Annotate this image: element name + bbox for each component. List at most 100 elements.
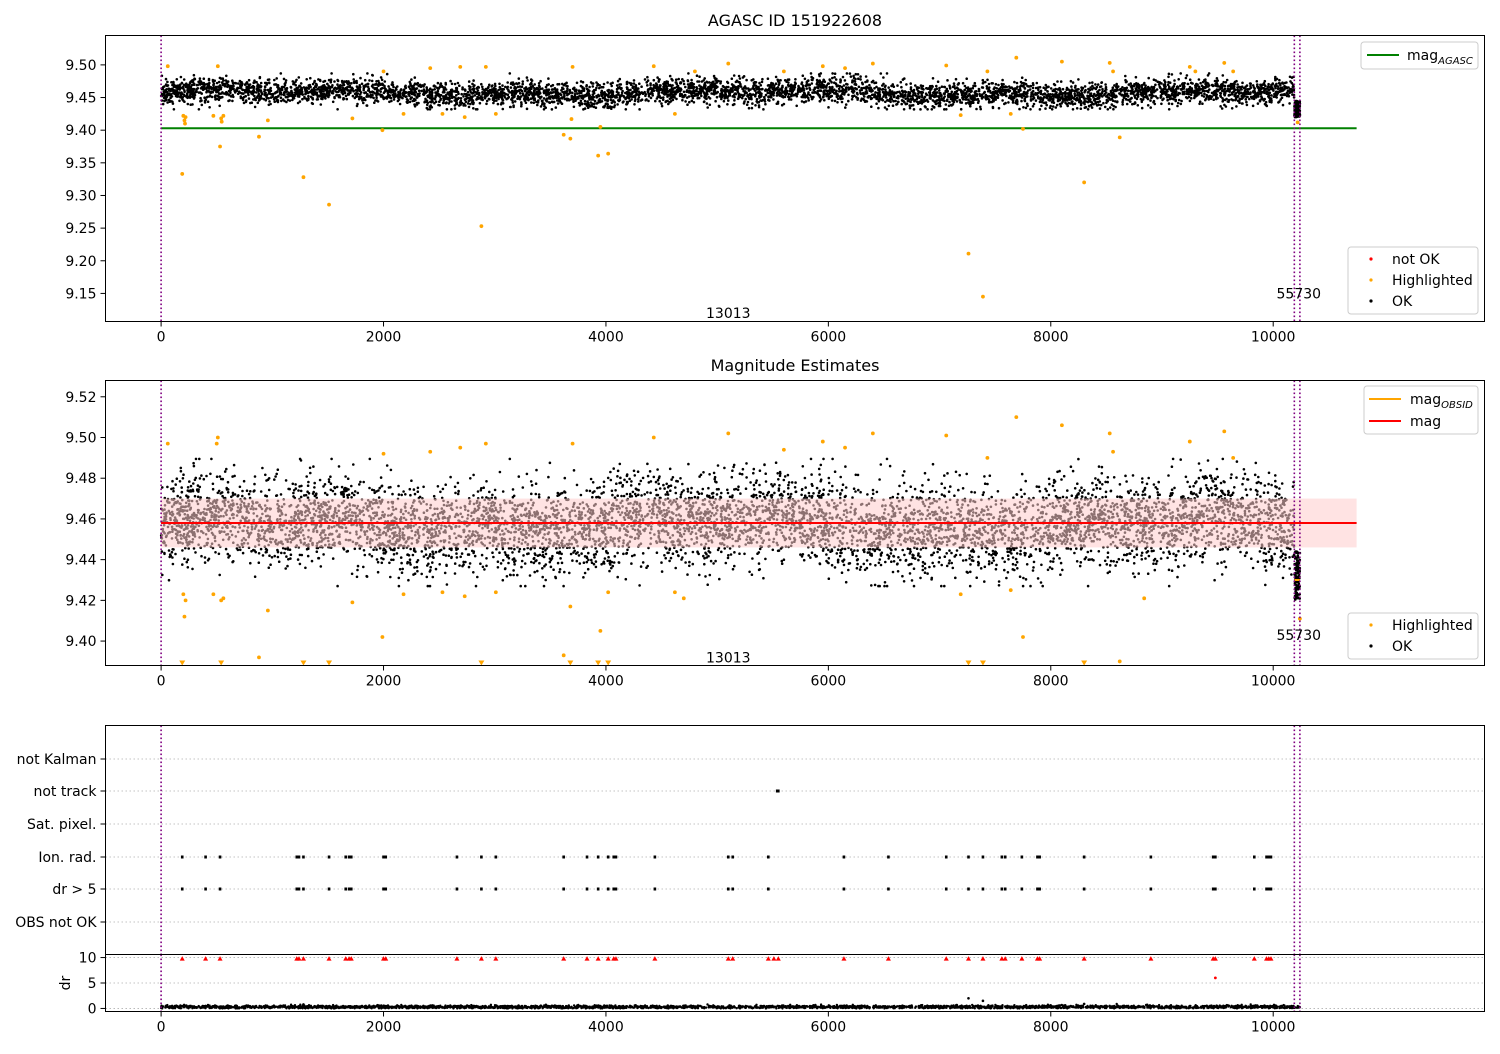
panel-dr-xtick-label: 4000 <box>588 1020 624 1036</box>
panel-dr: 0 2000 4000 6000 8000 10000 0 5 10 dr <box>58 951 1485 1036</box>
legend-mag-top: magOBSID mag <box>1363 385 1479 435</box>
highlighted-point <box>1193 69 1198 74</box>
panel-agasc-ytick-label: 9.30 <box>65 188 96 204</box>
highlighted-point <box>781 447 786 452</box>
highlighted-below-range-marker <box>979 660 986 666</box>
flag-row-label: Ion. rad. <box>38 850 96 866</box>
panel-agasc-ytick-label: 9.20 <box>65 254 96 270</box>
flag-marker <box>726 887 730 891</box>
highlighted-point <box>218 144 222 149</box>
flag-row-label: Sat. pixel. <box>27 817 96 833</box>
legend-not-ok-label: not OK <box>1392 252 1440 268</box>
svg-text:magOBSID: magOBSID <box>1410 392 1473 411</box>
highlighted-point <box>182 614 187 619</box>
flag-marker <box>180 855 184 859</box>
panel-agasc-xtick-label: 10000 <box>1251 330 1296 346</box>
highlighted-point <box>483 441 488 446</box>
dr-clipped-marker <box>343 956 349 961</box>
legend-mag-bottom: Highlighted OK <box>1347 612 1479 660</box>
panel-mag-estimates-xtick-label: 2000 <box>366 674 402 690</box>
flag-row-label: dr > 5 <box>52 882 96 898</box>
panel-agasc-title: AGASC ID 151922608 <box>708 11 882 30</box>
highlighted-point <box>215 435 220 440</box>
dr-clipped-marker <box>771 956 777 961</box>
obsid-annotation: 13013 <box>706 306 751 322</box>
highlighted-point <box>462 115 467 120</box>
highlighted-below-range-marker <box>326 660 333 666</box>
highlighted-point <box>462 594 467 599</box>
highlighted-point <box>568 604 573 609</box>
highlighted-below-range-marker <box>605 660 612 666</box>
dr-clipped-marker <box>943 956 949 961</box>
highlighted-point <box>428 66 433 71</box>
dr-clipped-marker <box>999 956 1005 961</box>
flag-marker <box>1003 855 1007 859</box>
panel-dr-axes: 0 2000 4000 6000 8000 10000 0 5 10 <box>79 951 1296 1036</box>
dr-clipped-marker <box>348 956 354 961</box>
highlighted-point <box>596 153 601 158</box>
flag-marker <box>653 855 657 859</box>
flag-marker <box>1269 855 1273 859</box>
panel-mag-estimates-ytick-label: 9.44 <box>65 553 96 569</box>
highlighted-below-range-marker <box>300 660 307 666</box>
highlighted-point <box>401 592 406 597</box>
highlighted-point <box>651 64 656 69</box>
dr-clipped-marker <box>765 956 771 961</box>
legend-mag-obsid-label: mag <box>1410 392 1441 408</box>
highlighted-point <box>1014 55 1019 60</box>
flag-marker <box>731 887 735 891</box>
panel-mag-estimates-ytick-label: 9.40 <box>65 634 96 650</box>
highlighted-point <box>681 596 686 601</box>
flag-marker <box>1265 855 1268 859</box>
panel-agasc-frame <box>105 35 1485 322</box>
flag-marker <box>767 887 770 891</box>
dr-clipped-marker <box>478 956 484 961</box>
highlighted-point <box>183 115 188 120</box>
highlighted-point <box>781 69 786 74</box>
dr-clipped-marker <box>1268 956 1274 961</box>
flag-marker <box>204 887 207 891</box>
panel-agasc-xtick-label: 8000 <box>1033 330 1069 346</box>
flag-marker <box>777 789 780 793</box>
highlighted-point <box>265 608 270 613</box>
highlighted-point <box>843 66 847 71</box>
highlighted-point <box>606 590 611 595</box>
panel-mag-estimates-xtick-label: 4000 <box>588 674 624 690</box>
flag-marker <box>327 887 331 891</box>
flag-marker <box>944 887 948 891</box>
panel-dr-ytick-label: 0 <box>88 1001 97 1017</box>
dr-clipped-marker <box>605 956 611 961</box>
highlighted-point <box>944 433 949 438</box>
legend-mag-highlighted-label: Highlighted <box>1392 618 1473 634</box>
flag-marker <box>1211 855 1215 859</box>
highlighted-point <box>568 136 573 141</box>
panel-dr-xtick-label: 6000 <box>811 1020 847 1036</box>
flag-marker <box>1082 855 1086 859</box>
panel-dr-ytick-label: 10 <box>79 951 97 967</box>
panel-mag-estimates-ytick-label: 9.48 <box>65 471 96 487</box>
highlighted-point <box>1111 69 1115 74</box>
svg-text:magAGASC: magAGASC <box>1407 48 1473 67</box>
flag-marker <box>981 855 985 859</box>
flag-marker <box>302 855 305 859</box>
highlighted-point <box>958 113 963 118</box>
flag-marker <box>455 887 459 891</box>
flag-marker <box>585 887 589 891</box>
panel-agasc-plot-area: 13013 55730 <box>159 35 1357 322</box>
highlighted-point <box>327 202 331 207</box>
flag-marker <box>726 855 730 859</box>
highlighted-point <box>672 590 677 595</box>
highlighted-point <box>483 64 488 69</box>
panel-mag-estimates-axes: 0 2000 4000 6000 8000 10000 9.40 9.42 9.44 9.46 9.… <box>65 390 1295 690</box>
highlighted-point <box>981 294 985 299</box>
panel-agasc: AGASC ID 151922608 13013 55730 0 2000 4000 6… <box>65 11 1485 346</box>
highlighted-point <box>1231 455 1236 460</box>
flag-marker <box>494 887 498 891</box>
flag-marker <box>1252 855 1256 859</box>
flag-marker <box>585 855 589 859</box>
highlighted-point <box>1021 126 1025 131</box>
flag-marker <box>614 887 618 891</box>
flag-marker <box>1003 887 1007 891</box>
flag-marker <box>1000 887 1004 891</box>
highlighted-point <box>219 119 224 124</box>
